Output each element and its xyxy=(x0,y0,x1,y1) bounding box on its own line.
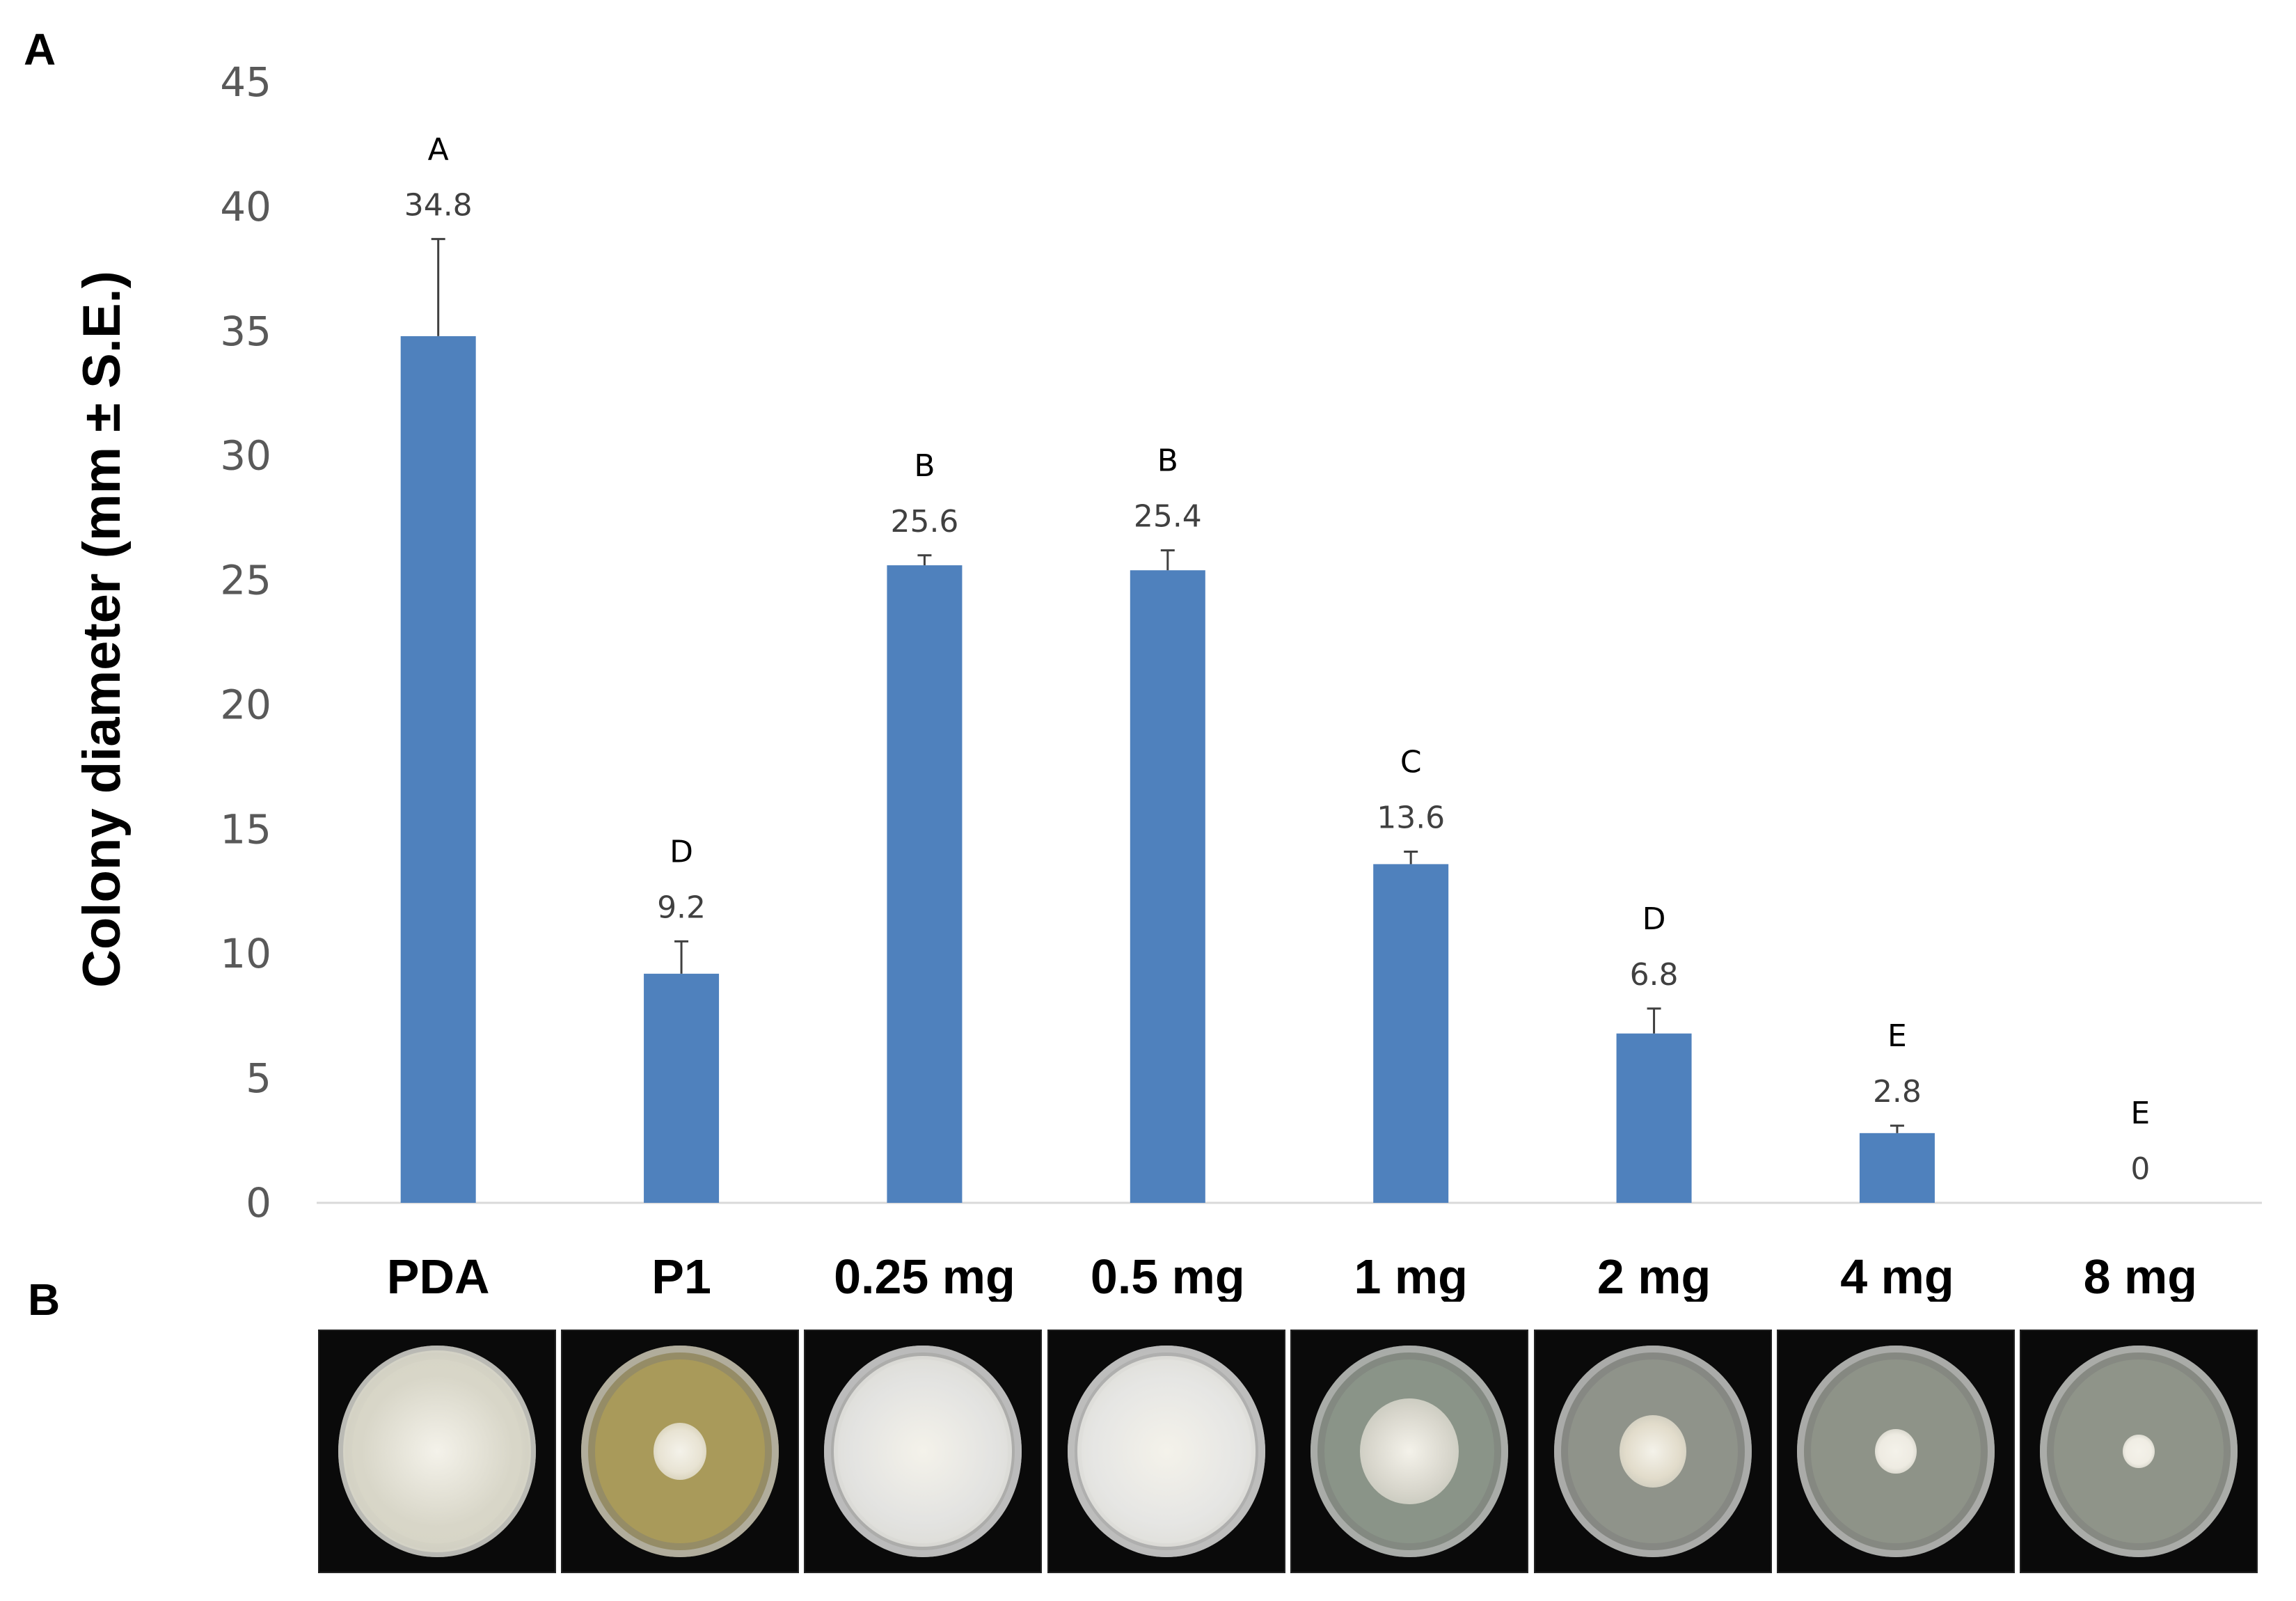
petri-dish-photo xyxy=(1290,1330,1528,1573)
data-labels: 34.8 9.2 25.6 25.4 13.6 6.8 2.8 0 xyxy=(404,187,2151,1187)
significance-letter: E xyxy=(1887,1018,1907,1054)
bar xyxy=(1616,1033,1692,1203)
fungal-colony xyxy=(1360,1398,1459,1505)
data-label: 34.8 xyxy=(404,187,473,223)
fungal-colony xyxy=(2123,1434,2155,1469)
x-category-label: 1 mg xyxy=(1354,1249,1467,1302)
petri-dish-photo xyxy=(561,1330,799,1573)
petri-dish-photo xyxy=(1534,1330,1772,1573)
data-label: 9.2 xyxy=(657,890,706,925)
x-category-label: 2 mg xyxy=(1597,1249,1711,1302)
y-tick-label: 5 xyxy=(246,1055,271,1102)
petri-dish xyxy=(2040,1345,2238,1558)
panel-label-b: B xyxy=(28,1275,61,1325)
significance-letter: B xyxy=(914,448,935,484)
petri-dish-photo xyxy=(1777,1330,2015,1573)
bar xyxy=(1130,570,1205,1203)
fungal-colony xyxy=(1619,1415,1687,1488)
y-tick-label: 45 xyxy=(220,58,271,106)
fungal-colony xyxy=(343,1350,531,1552)
significance-letter: E xyxy=(2130,1096,2150,1131)
bars xyxy=(400,336,1935,1203)
fungal-colony xyxy=(653,1422,707,1481)
petri-dish xyxy=(1311,1345,1508,1558)
bar xyxy=(644,973,720,1203)
petri-dish xyxy=(1554,1345,1752,1558)
x-category-label: 4 mg xyxy=(1840,1249,1954,1302)
significance-letter: C xyxy=(1400,745,1422,780)
fungal-colony xyxy=(1875,1429,1917,1474)
petri-dish xyxy=(338,1345,536,1558)
error-bars xyxy=(431,237,1904,1133)
y-tick-label: 20 xyxy=(220,681,271,728)
y-tick-label: 10 xyxy=(220,930,271,977)
x-category-labels: PDA P1 0.25 mg 0.5 mg 1 mg 2 mg 4 mg 8 mg xyxy=(387,1249,2197,1302)
data-label: 25.6 xyxy=(890,504,958,539)
petri-dish xyxy=(1797,1345,1995,1558)
bar xyxy=(400,336,476,1203)
petri-dish-photo xyxy=(318,1330,556,1573)
y-tick-label: 30 xyxy=(220,432,271,480)
y-tick-label: 25 xyxy=(220,557,271,604)
panel-label-a: A xyxy=(24,24,56,74)
fungal-colony xyxy=(1077,1355,1256,1547)
y-tick-label: 15 xyxy=(220,805,271,853)
petri-dish-photo xyxy=(1047,1330,1285,1573)
bar xyxy=(1373,864,1449,1203)
data-label: 0 xyxy=(2130,1151,2150,1187)
data-label: 2.8 xyxy=(1873,1074,1922,1110)
bar xyxy=(1859,1133,1935,1203)
significance-letter: D xyxy=(1642,901,1666,937)
significance-letter: D xyxy=(670,834,693,869)
petri-dish-photo xyxy=(2020,1330,2258,1573)
significance-letter: B xyxy=(1157,443,1178,479)
x-category-label: P1 xyxy=(651,1249,711,1302)
data-label: 25.4 xyxy=(1134,499,1202,535)
x-category-label: PDA xyxy=(387,1249,490,1302)
x-category-label: 0.5 mg xyxy=(1091,1249,1245,1302)
data-label: 6.8 xyxy=(1630,957,1679,993)
bar-chart: Colony diameter (mm ± S.E.) 0 5 10 15 20 25 30… xyxy=(72,58,2262,1302)
y-axis-label: Colony diameter (mm ± S.E.) xyxy=(72,271,132,988)
petri-dish-photo xyxy=(804,1330,1042,1573)
petri-dish xyxy=(581,1345,779,1558)
y-tick-labels: 0 5 10 15 20 25 30 35 40 45 xyxy=(220,58,271,1227)
significance-letter: A xyxy=(428,132,449,167)
x-category-label: 8 mg xyxy=(2084,1249,2197,1302)
bar xyxy=(887,565,963,1203)
y-tick-label: 40 xyxy=(220,183,271,230)
y-tick-label: 35 xyxy=(220,308,271,355)
significance-letters: A D B B C D E E xyxy=(428,132,2151,1131)
fungal-colony xyxy=(834,1355,1012,1547)
data-label: 13.6 xyxy=(1377,800,1445,836)
petri-dish xyxy=(1068,1345,1265,1558)
x-category-label: 0.25 mg xyxy=(834,1249,1015,1302)
petri-dish xyxy=(824,1345,1022,1558)
y-tick-label: 0 xyxy=(246,1179,271,1227)
